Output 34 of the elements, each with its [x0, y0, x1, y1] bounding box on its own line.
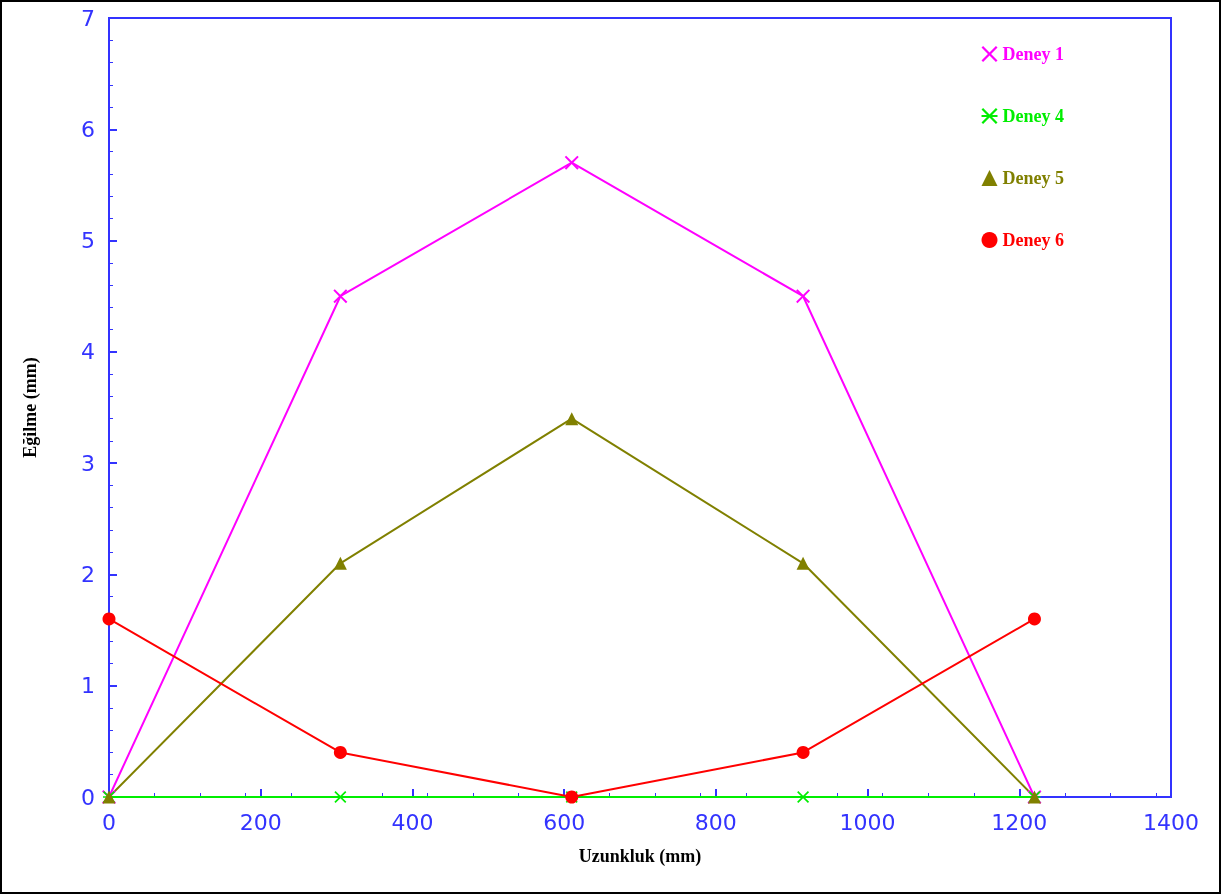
legend-label: Deney 1	[1002, 44, 1065, 64]
y-tick-label: 3	[81, 450, 95, 476]
x-tick-label: 600	[543, 809, 586, 835]
y-axis-title: Eğilme (mm)	[20, 357, 41, 458]
y-tick-label: 4	[81, 339, 95, 365]
y-tick-label: 7	[81, 5, 95, 31]
point	[796, 289, 811, 304]
x-tick-label: 1200	[991, 809, 1048, 835]
x-tick-label: 400	[391, 809, 434, 835]
x-tick-label: 800	[694, 809, 737, 835]
y-tick-label: 1	[81, 673, 95, 699]
y-tick-label: 0	[81, 784, 95, 810]
point	[333, 289, 348, 304]
point	[333, 745, 347, 759]
legend-label: Deney 6	[1002, 230, 1065, 250]
point	[334, 791, 347, 803]
x-tick-label: 200	[239, 809, 282, 835]
legend-label: Deney 4	[1002, 106, 1065, 126]
y-tick-label: 5	[81, 228, 95, 254]
point	[1027, 612, 1041, 626]
point	[796, 556, 810, 570]
point	[797, 791, 810, 803]
legend-label: Deney 5	[1002, 168, 1065, 188]
point	[796, 745, 810, 759]
y-tick-label: 2	[81, 561, 95, 587]
point	[565, 412, 579, 426]
y-tick-label: 6	[81, 116, 95, 142]
x-tick-label: 1000	[839, 809, 896, 835]
x-axis-title: Uzunkluk (mm)	[578, 846, 702, 867]
x-tick-label: 0	[102, 809, 116, 835]
point	[564, 155, 579, 170]
point	[102, 612, 116, 626]
x-tick-label: 1400	[1143, 809, 1199, 835]
point	[333, 556, 347, 570]
